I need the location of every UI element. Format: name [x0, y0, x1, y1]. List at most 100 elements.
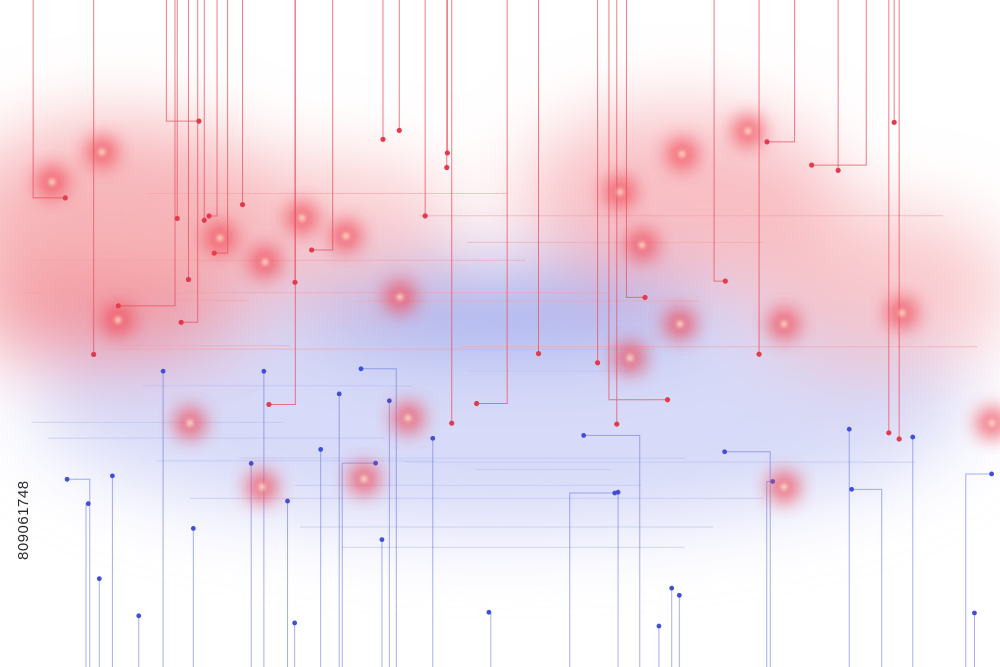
glow-core	[639, 242, 645, 248]
red-trace	[209, 0, 218, 217]
blue-node	[190, 525, 196, 531]
red-trace	[311, 0, 334, 251]
glow-core	[781, 321, 787, 327]
red-trace	[181, 0, 199, 323]
red-node	[886, 430, 892, 436]
red-node	[178, 319, 184, 325]
red-node	[380, 136, 386, 142]
red-node	[896, 436, 902, 442]
glow-core	[343, 233, 349, 239]
red-node	[664, 397, 671, 403]
glow-core	[989, 420, 995, 426]
red-node	[422, 213, 428, 219]
blue-node	[379, 537, 385, 543]
red-node	[642, 294, 648, 301]
red-node	[764, 139, 770, 145]
blue-node	[386, 398, 392, 404]
blue-trace	[67, 478, 91, 667]
blue-node	[318, 447, 324, 452]
red-node	[174, 215, 180, 222]
glow-core	[115, 317, 121, 323]
blue-trace	[360, 368, 397, 667]
blue-node	[96, 576, 102, 582]
blue-trace	[569, 492, 615, 667]
blue-node	[669, 585, 675, 591]
red-trace	[713, 0, 726, 282]
glow-core	[677, 321, 683, 327]
blue-node	[581, 432, 587, 438]
blue-node	[292, 620, 298, 626]
red-trace	[766, 0, 796, 143]
red-node	[809, 162, 815, 168]
blue-glow	[30, 270, 970, 530]
red-node	[614, 421, 620, 427]
red-node	[474, 400, 480, 407]
red-node	[239, 201, 246, 208]
red-trace	[32, 0, 66, 199]
red-trace	[608, 0, 668, 401]
glow-core	[217, 235, 223, 241]
red-node	[292, 279, 298, 285]
glow-core	[899, 310, 905, 316]
glow-core	[627, 355, 633, 361]
red-node	[891, 119, 897, 125]
glow-core	[679, 151, 685, 157]
blue-node	[846, 426, 852, 432]
glow-core	[299, 215, 305, 221]
blue-node	[285, 498, 290, 504]
red-node	[449, 420, 455, 426]
glow-core	[49, 179, 55, 185]
blue-node	[676, 592, 682, 598]
blue-node	[989, 471, 995, 477]
glow-core	[397, 294, 403, 300]
red-trace	[625, 0, 646, 298]
red-node	[201, 217, 207, 223]
glow-core	[781, 484, 787, 490]
blue-trace	[583, 434, 641, 667]
blue-node	[85, 501, 91, 507]
blue-node	[722, 449, 728, 455]
blue-node	[160, 368, 166, 374]
red-node	[62, 195, 68, 201]
red-node	[722, 278, 728, 284]
red-trace	[476, 0, 508, 405]
blue-node	[849, 486, 855, 492]
glow-core	[405, 415, 411, 421]
red-trace	[118, 0, 176, 307]
red-node	[91, 351, 97, 357]
circuit-nodes	[36, 115, 1000, 629]
blue-node	[972, 610, 977, 616]
blue-trace	[965, 473, 992, 667]
glow-core	[99, 149, 105, 155]
red-trace	[811, 0, 867, 166]
red-glow	[750, 210, 1000, 370]
blue-node	[656, 623, 662, 629]
red-node	[206, 213, 212, 219]
red-node	[756, 351, 762, 357]
red-node	[835, 167, 841, 173]
blue-node	[261, 368, 267, 374]
red-node	[266, 401, 272, 408]
blue-node	[486, 609, 492, 615]
red-glow	[520, 110, 840, 290]
glow-core	[259, 484, 265, 490]
red-node	[444, 150, 450, 156]
red-node	[396, 127, 402, 134]
glow-core	[187, 420, 193, 426]
blue-node	[430, 435, 436, 441]
blue-trace	[851, 488, 883, 667]
blue-node	[373, 460, 378, 466]
blue-node	[358, 366, 364, 372]
glow-core	[745, 128, 751, 134]
red-node	[185, 276, 192, 283]
red-node	[535, 351, 542, 357]
blue-trace	[724, 451, 771, 667]
red-node	[309, 247, 315, 253]
blue-node	[110, 473, 115, 479]
blue-node	[336, 391, 342, 397]
blue-node	[910, 434, 916, 440]
red-node	[196, 118, 202, 124]
glow-core	[262, 259, 268, 265]
